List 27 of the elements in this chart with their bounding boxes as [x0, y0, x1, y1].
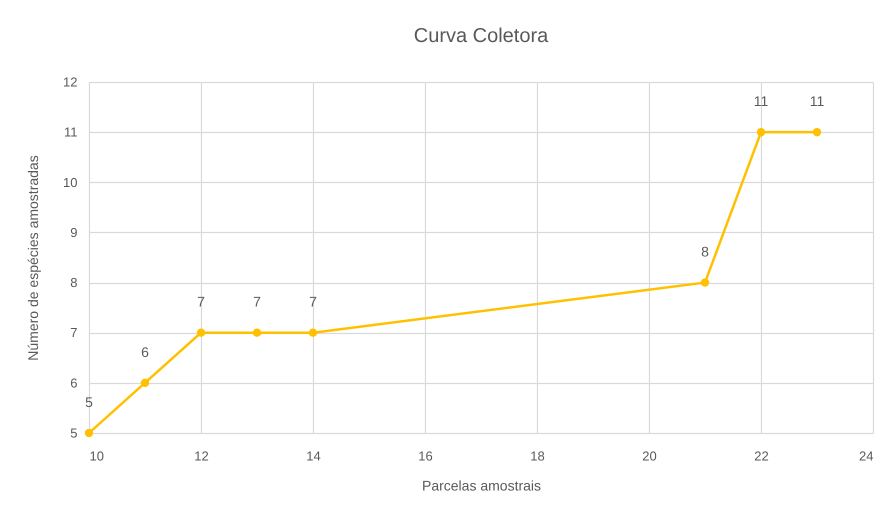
x-tick-label: 16 — [418, 448, 433, 464]
chart-title: Curva Coletora — [414, 25, 550, 47]
data-label: 8 — [701, 244, 710, 260]
x-tick-label: 22 — [754, 448, 769, 464]
data-label: 6 — [141, 344, 150, 360]
x-tick-label: 20 — [642, 448, 657, 464]
x-tick-label: 12 — [194, 448, 209, 464]
x-tick-label: 14 — [306, 448, 321, 464]
data-label: 7 — [253, 294, 262, 310]
y-tick-label: 7 — [70, 325, 78, 340]
y-tick-label: 8 — [70, 275, 78, 290]
data-label: 7 — [197, 294, 206, 310]
x-tick-label: 18 — [530, 448, 545, 464]
y-tick-label: 9 — [70, 224, 78, 240]
y-tick-label: 10 — [63, 174, 78, 190]
x-tick-label: 24 — [859, 448, 874, 464]
x-tick-label: 10 — [90, 448, 104, 464]
y-axis-title: Número de espécies amostradas — [25, 155, 42, 361]
data-label: 11 — [810, 93, 824, 110]
y-tick-label: 11 — [64, 124, 78, 140]
y-tick-label: 12 — [63, 74, 78, 90]
data-label: 5 — [85, 394, 94, 410]
data-label: 11 — [754, 93, 768, 110]
x-axis-title: Parcelas amostrais — [422, 478, 542, 494]
y-tick-label: 6 — [70, 375, 78, 390]
y-tick-label: 5 — [70, 426, 78, 440]
data-label: 7 — [309, 294, 318, 310]
